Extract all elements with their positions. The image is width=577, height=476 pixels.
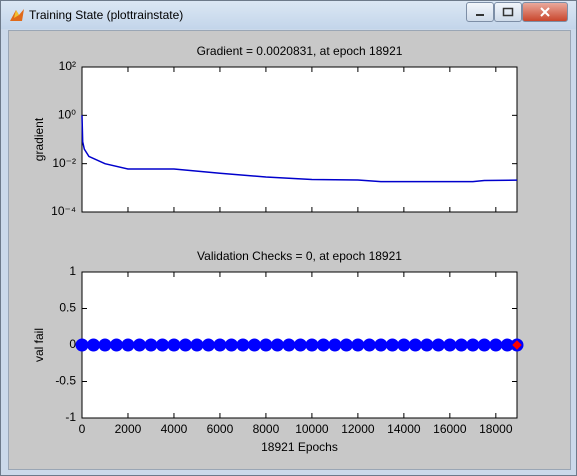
- val-fail-marker: [466, 338, 480, 352]
- val-fail-marker: [98, 338, 112, 352]
- y-tick-label: 1: [69, 264, 76, 278]
- val-fail-marker: [282, 338, 296, 352]
- x-tick-label: 8000: [253, 422, 280, 436]
- x-tick-label: 10000: [295, 422, 329, 436]
- val-fail-marker: [75, 338, 89, 352]
- x-tick-label: 16000: [433, 422, 467, 436]
- val-fail-marker: [443, 338, 457, 352]
- val-fail-marker: [420, 338, 434, 352]
- gradient-line: [81, 115, 518, 183]
- y-tick-label: 0: [69, 337, 76, 351]
- val-fail-marker: [247, 338, 261, 352]
- val-fail-marker: [224, 338, 238, 352]
- val-fail-marker: [431, 338, 445, 352]
- val-fail-marker: [259, 338, 273, 352]
- y-tick-label: 10⁰: [58, 108, 76, 122]
- x-axis-label: 18921 Epochs: [261, 440, 338, 454]
- val-fail-marker: [132, 338, 146, 352]
- val-fail-marker: [454, 338, 468, 352]
- y-tick-label: 0.5: [59, 301, 76, 315]
- val-fail-marker: [293, 338, 307, 352]
- best-marker: [512, 340, 522, 350]
- figure-area: Gradient = 0.0020831, at epoch 18921 grad…: [8, 30, 571, 470]
- app-icon: [10, 9, 24, 21]
- x-tick-label: 0: [79, 422, 86, 436]
- x-tick-label: 2000: [115, 422, 142, 436]
- y-axis-label: gradient: [32, 117, 46, 161]
- val-fail-marker: [270, 338, 284, 352]
- val-fail-marker: [201, 338, 215, 352]
- val-fail-marker: [328, 338, 342, 352]
- plot-area: [81, 66, 518, 213]
- val-fail-marker: [339, 338, 353, 352]
- val-fail-marker: [489, 338, 503, 352]
- chart: Gradient = 0.0020831, at epoch 18921 grad…: [32, 44, 524, 454]
- minimize-button[interactable]: [466, 2, 494, 22]
- y-tick-label: 10⁻²: [52, 156, 76, 170]
- val-fail-marker: [190, 338, 204, 352]
- val-fail-marker: [362, 338, 376, 352]
- val-fail-marker: [374, 338, 388, 352]
- y-tick-label: 10⁻⁴: [51, 204, 76, 218]
- chart-title: Gradient = 0.0020831, at epoch 18921: [197, 44, 403, 58]
- x-tick-label: 12000: [341, 422, 375, 436]
- x-tick-label: 14000: [387, 422, 421, 436]
- val-fail-marker: [144, 338, 158, 352]
- y-tick-label: -0.5: [55, 374, 76, 388]
- val-fail-marker: [155, 338, 169, 352]
- x-tick-label: 6000: [207, 422, 234, 436]
- val-fail-marker: [121, 338, 135, 352]
- val-fail-marker: [316, 338, 330, 352]
- window-title: Training State (plottrainstate): [29, 8, 184, 22]
- close-button[interactable]: [522, 2, 568, 22]
- y-tick-label: -1: [65, 410, 76, 424]
- val-fail-marker: [109, 338, 123, 352]
- val-fail-marker: [397, 338, 411, 352]
- chart-title: Validation Checks = 0, at epoch 18921: [197, 249, 402, 263]
- maximize-button[interactable]: [494, 2, 522, 22]
- val-fail-marker: [408, 338, 422, 352]
- val-fail-marker: [178, 338, 192, 352]
- val-fail-marker: [477, 338, 491, 352]
- val-fail-marker: [385, 338, 399, 352]
- val-fail-marker: [167, 338, 181, 352]
- y-tick-label: 10²: [59, 59, 76, 73]
- x-tick-label: 4000: [161, 422, 188, 436]
- val-fail-marker: [86, 338, 100, 352]
- title-bar: Training State (plottrainstate): [1, 1, 576, 29]
- val-fail-marker: [305, 338, 319, 352]
- val-fail-marker: [236, 338, 250, 352]
- x-tick-label: 18000: [479, 422, 513, 436]
- val-fail-marker: [351, 338, 365, 352]
- y-axis-label: val fail: [32, 328, 46, 362]
- val-fail-marker: [213, 338, 227, 352]
